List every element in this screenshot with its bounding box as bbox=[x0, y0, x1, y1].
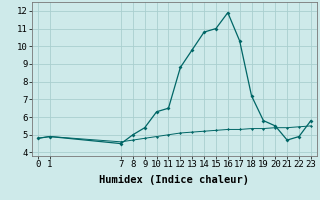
X-axis label: Humidex (Indice chaleur): Humidex (Indice chaleur) bbox=[100, 175, 249, 185]
